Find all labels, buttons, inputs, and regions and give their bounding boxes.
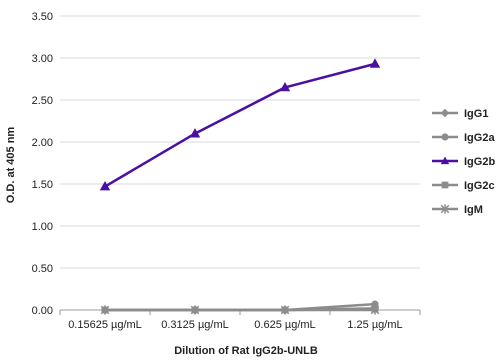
legend-item-igg2b: IgG2b	[432, 156, 495, 168]
legend-item-igm: IgM	[432, 204, 483, 216]
y-tick-label: 3.00	[32, 53, 53, 65]
data-point-igg2b	[369, 58, 381, 68]
data-point-igg2b	[99, 181, 111, 191]
legend-marker-igg2a	[441, 133, 449, 141]
data-point-igm	[280, 305, 290, 315]
x-tick-label: 0.3125 µg/mL	[161, 319, 229, 331]
data-point-igm	[370, 305, 380, 315]
legend-label: IgG2b	[464, 156, 495, 168]
axis-layer: 0.00 0.50 1.00 1.50 2.00 2.50 3.00 3.50 0.15625 …	[32, 11, 421, 331]
series-line-igg2b	[104, 62, 376, 188]
legend-label: IgM	[464, 204, 483, 216]
legend-item-igg2c: IgG2c	[432, 180, 495, 192]
legend-item-igg2a: IgG2a	[432, 132, 495, 144]
x-tick-label: 1.25 µg/mL	[347, 319, 402, 331]
legend-marker-igg2c	[441, 181, 449, 189]
y-tick-label: 0.00	[32, 305, 53, 317]
y-tick-label: 2.00	[32, 137, 53, 149]
legend-marker-igg1	[440, 108, 450, 118]
grid-layer	[60, 15, 420, 269]
data-point-igg2b	[189, 128, 201, 138]
series-igm	[100, 305, 380, 315]
y-tick-label: 1.00	[32, 221, 53, 233]
legend-marker-igm	[440, 204, 450, 214]
legend: IgG1 IgG2a IgG2b IgG2c IgM	[432, 108, 495, 216]
legend-label: IgG1	[464, 108, 488, 120]
series-layer	[99, 58, 381, 315]
y-tick-label: 2.50	[32, 95, 53, 107]
series-igg2b	[99, 58, 381, 191]
legend-label: IgG2a	[464, 132, 495, 144]
y-tick-label: 0.50	[32, 263, 53, 275]
legend-marker-igg2b	[440, 156, 450, 165]
x-tick-label: 0.625 µg/mL	[254, 319, 315, 331]
y-tick-label: 3.50	[32, 11, 53, 23]
x-tick-label: 0.15625 µg/mL	[68, 319, 142, 331]
legend-label: IgG2c	[464, 180, 495, 192]
y-tick-label: 1.50	[32, 179, 53, 191]
data-point-igg2b	[279, 81, 291, 92]
data-point-igm	[100, 305, 110, 315]
x-axis-title: Dilution of Rat IgG2b-UNLB	[174, 345, 318, 357]
data-point-igm	[190, 305, 200, 315]
legend-item-igg1: IgG1	[432, 108, 488, 120]
y-axis-title: O.D. at 405 nm	[5, 127, 17, 204]
